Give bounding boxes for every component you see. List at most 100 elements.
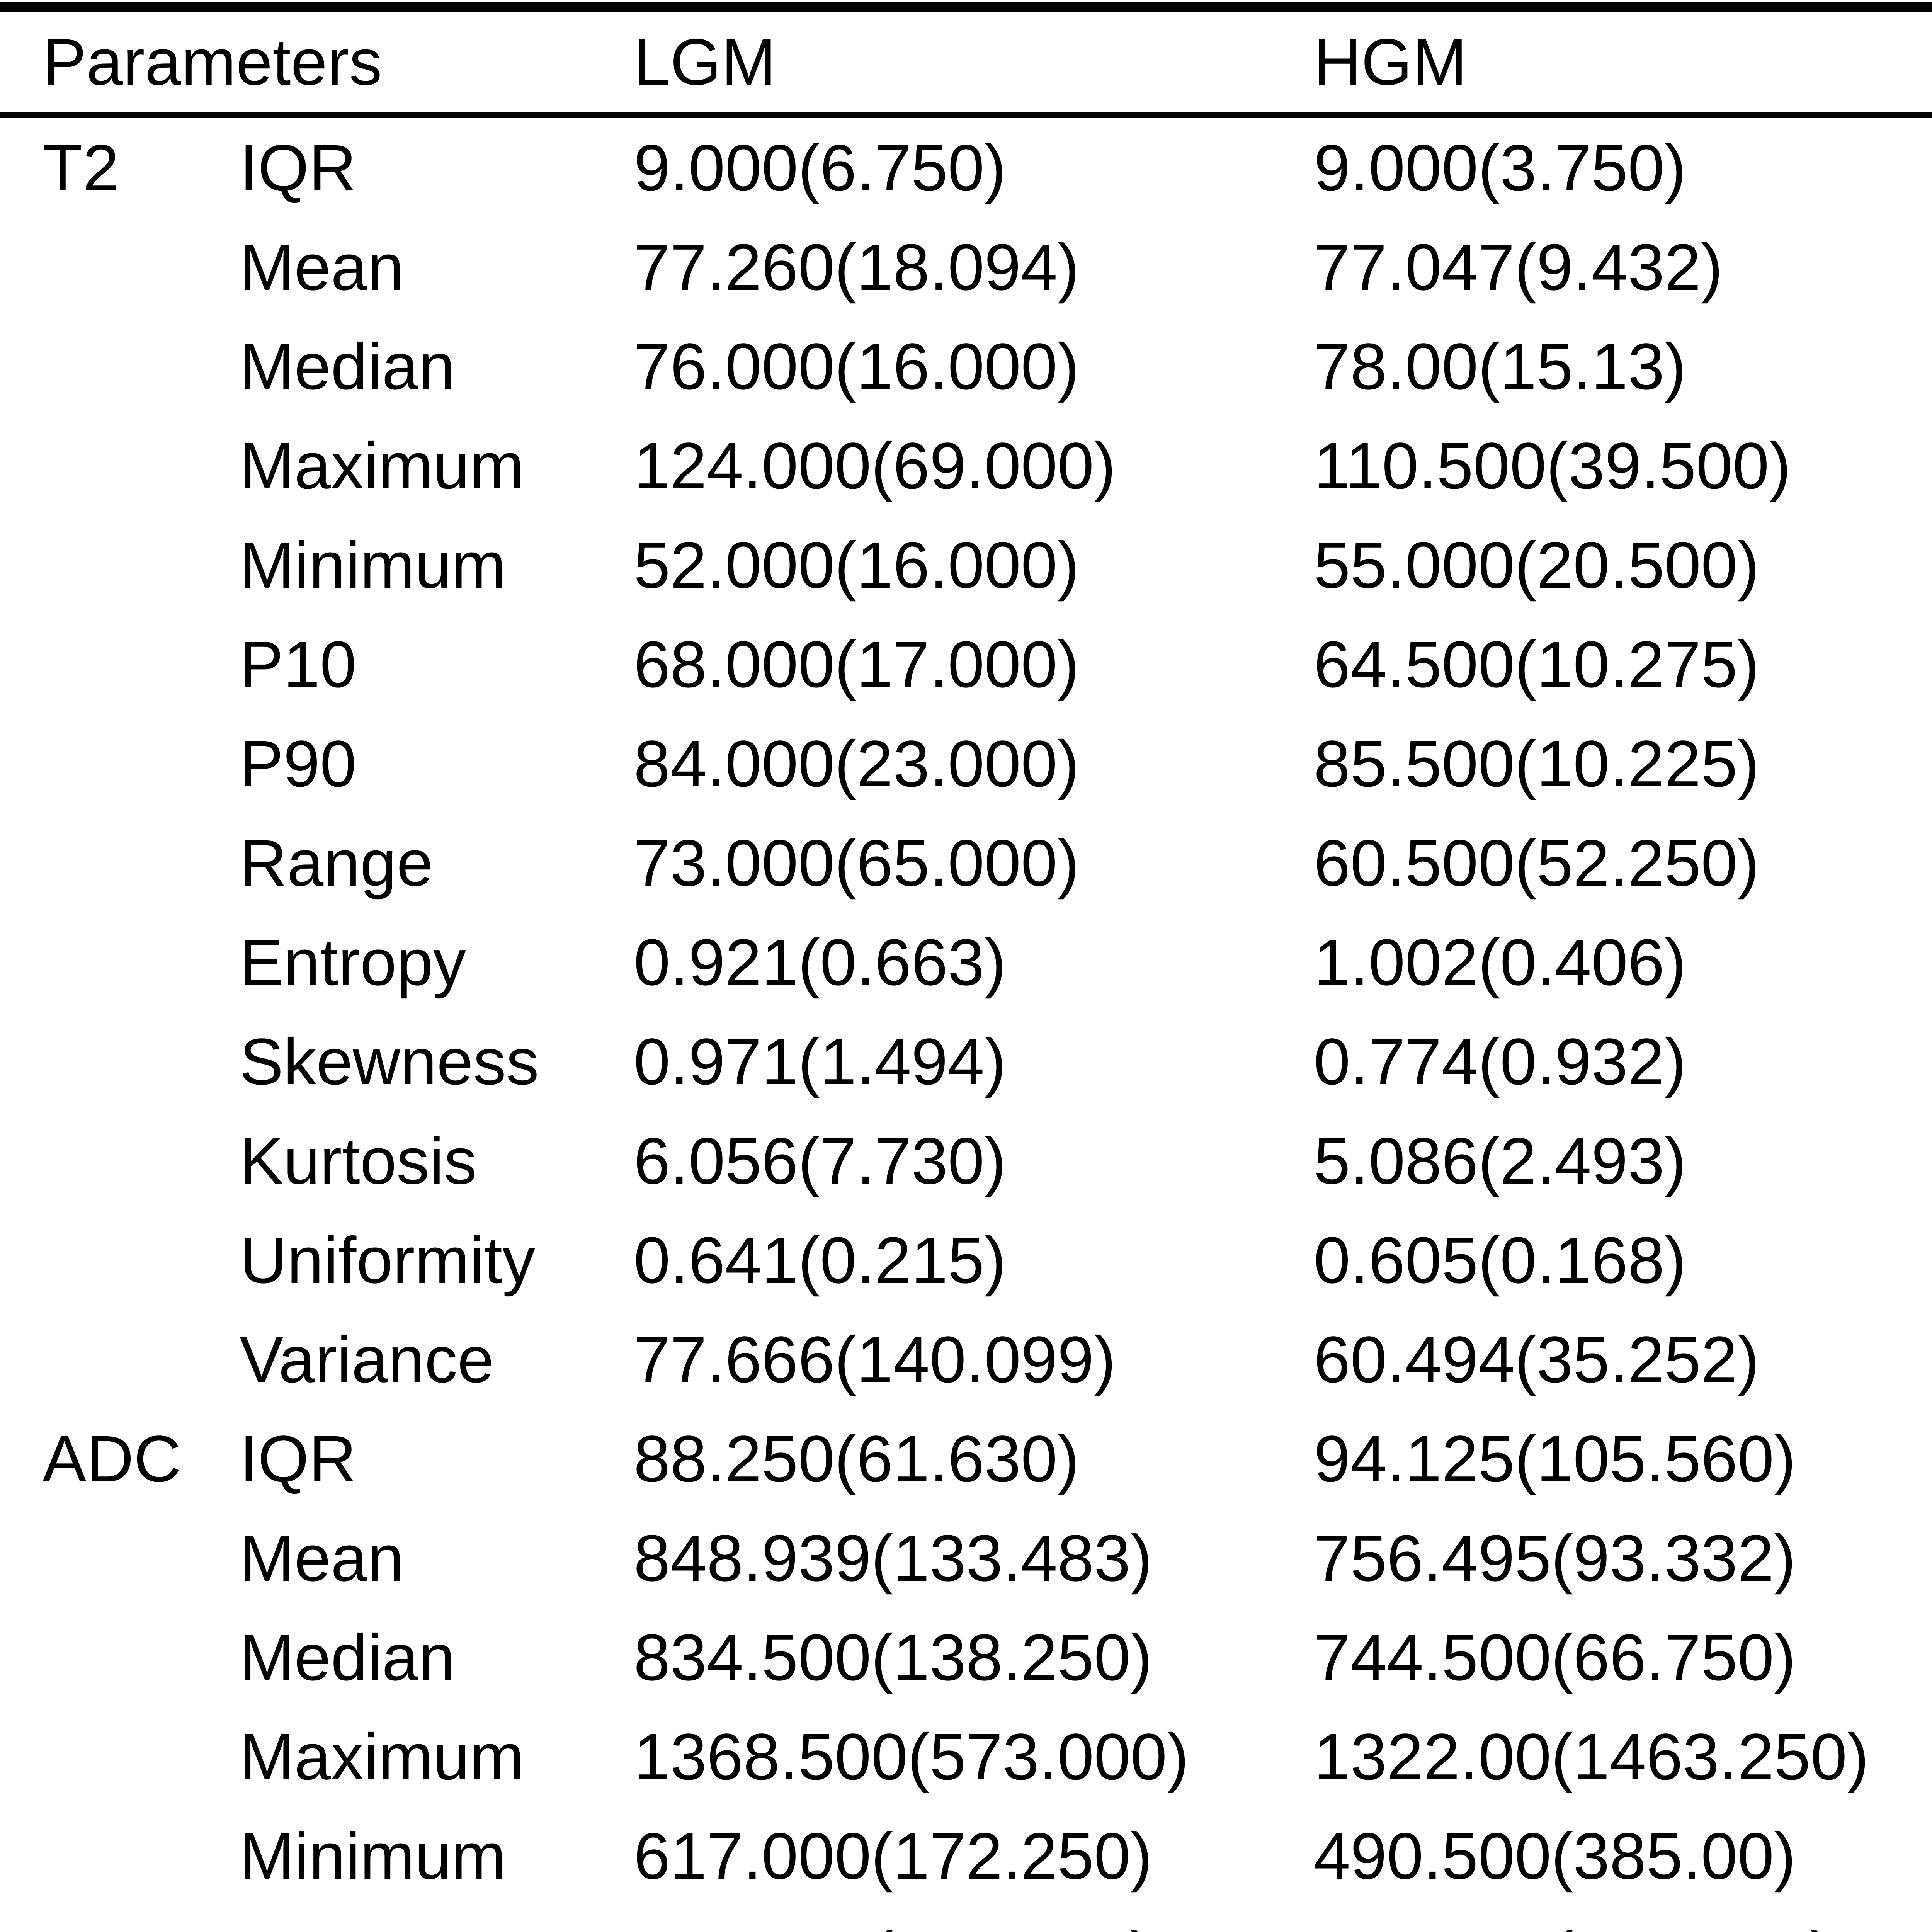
- param-cell: Maximum: [240, 1720, 524, 1794]
- group-cell: [0, 1509, 240, 1608]
- group-cell: [0, 515, 240, 615]
- hgm-cell: 1322.00(1463.250): [1314, 1720, 1869, 1794]
- hgm-cell: 0.605(0.168): [1314, 1223, 1687, 1297]
- hgm-cell: 77.047(9.432): [1314, 230, 1723, 304]
- lgm-cell: 52.000(16.000): [634, 528, 1080, 602]
- group-cell: [0, 1012, 240, 1111]
- param-cell: Median: [240, 1621, 455, 1694]
- hgm-cell: 85.500(10.225): [1314, 727, 1760, 801]
- col-header-lgm: LGM: [634, 7, 1314, 118]
- hgm-cell: 94.125(105.560): [1314, 1422, 1796, 1496]
- lgm-cell: 848.939(133.483): [634, 1521, 1153, 1595]
- group-cell: [0, 218, 240, 317]
- lgm-cell: 617.000(172.250): [634, 1819, 1153, 1893]
- col-header-hgm: HGM: [1314, 7, 1932, 118]
- table-row: Kurtosis 6.056(7.730) 5.086(2.493) -0.95…: [0, 1111, 1932, 1211]
- lgm-cell: 0.641(0.215): [634, 1223, 1007, 1297]
- param-cell: P90: [240, 727, 357, 801]
- param-cell: Uniformity: [240, 1223, 536, 1297]
- hgm-cell: 744.500(66.750): [1314, 1621, 1796, 1694]
- table-row: ADC IQR 88.250(61.630) 94.125(105.560) -…: [0, 1409, 1932, 1509]
- param-cell: Kurtosis: [240, 1124, 477, 1198]
- table-row: Maximum 1368.500(573.000) 1322.00(1463.2…: [0, 1707, 1932, 1806]
- group-cell: [0, 1608, 240, 1707]
- table-row: P10 775.500(123.980) 633.000(124.250) -3…: [0, 1906, 1932, 1932]
- table-row: P10 68.000(17.000) 64.500(10.275) -0.350…: [0, 615, 1932, 714]
- table-row: Mean 77.260(18.094) 77.047(9.432) -0.102…: [0, 218, 1932, 317]
- col-header-parameters: Parameters: [0, 7, 634, 118]
- hgm-cell: 55.000(20.500): [1314, 528, 1760, 602]
- group-cell: [0, 1806, 240, 1906]
- lgm-cell: 77.260(18.094): [634, 230, 1080, 304]
- header-row: Parameters LGM HGM z/t P value: [0, 7, 1932, 118]
- table-row: Mean 848.939(133.483) 756.495(93.332) -2…: [0, 1509, 1932, 1608]
- param-cell: Median: [240, 330, 455, 403]
- table-row: Minimum 52.000(16.000) 55.000(20.500) -0…: [0, 515, 1932, 615]
- hgm-cell: 490.500(385.00): [1314, 1819, 1796, 1893]
- hgm-cell: 756.495(93.332): [1314, 1521, 1796, 1595]
- table-row: Range 73.000(65.000) 60.500(52.250) -0.8…: [0, 813, 1932, 913]
- hgm-cell: 110.500(39.500): [1314, 429, 1791, 503]
- group-cell: [0, 1310, 240, 1409]
- param-cell: P10: [240, 628, 357, 701]
- lgm-cell: 9.000(6.750): [634, 131, 1007, 205]
- table-row: Median 834.500(138.250) 744.500(66.750) …: [0, 1608, 1932, 1707]
- group-cell: [0, 714, 240, 813]
- lgm-cell: 0.921(0.663): [634, 925, 1007, 999]
- group-cell: T2: [43, 131, 119, 205]
- group-cell: [0, 1211, 240, 1310]
- param-cell: Mean: [240, 1521, 404, 1595]
- group-cell: [0, 416, 240, 515]
- lgm-cell: 0.971(1.494): [634, 1025, 1007, 1099]
- lgm-cell: 76.000(16.000): [634, 330, 1080, 403]
- group-cell: [0, 1906, 240, 1932]
- param-cell: IQR: [240, 1422, 357, 1496]
- lgm-cell: 775.500(123.980): [634, 1906, 1314, 1932]
- group-cell: [0, 615, 240, 714]
- param-cell: Range: [240, 826, 433, 900]
- hgm-cell: 60.500(52.250): [1314, 826, 1760, 900]
- lgm-cell: 84.000(23.000): [634, 727, 1080, 801]
- group-cell: ADC: [43, 1422, 181, 1496]
- group-cell: [0, 317, 240, 416]
- lgm-cell: 77.666(140.099): [634, 1323, 1116, 1396]
- table-row: Skewness 0.971(1.494) 0.774(0.932) -0.88…: [0, 1012, 1932, 1111]
- param-cell: Minimum: [240, 1819, 506, 1893]
- hgm-cell: 5.086(2.493): [1314, 1124, 1687, 1198]
- group-cell: [0, 1707, 240, 1806]
- table-row: T2 IQR 9.000(6.750) 9.000(3.750) -0.932 …: [0, 115, 1932, 218]
- param-cell: Variance: [240, 1323, 494, 1396]
- group-cell: [0, 1111, 240, 1211]
- hgm-cell: 9.000(3.750): [1314, 131, 1687, 205]
- hgm-cell: 1.002(0.406): [1314, 925, 1687, 999]
- param-cell: Minimum: [240, 528, 506, 602]
- param-cell: Skewness: [240, 1025, 539, 1099]
- lgm-cell: 124.000(69.000): [634, 429, 1116, 503]
- hgm-cell: 633.000(124.250): [1314, 1906, 1932, 1932]
- hgm-cell: 0.774(0.932): [1314, 1025, 1687, 1099]
- hgm-cell: 78.00(15.13): [1314, 330, 1687, 403]
- lgm-cell: 834.500(138.250): [634, 1621, 1153, 1694]
- lgm-cell: 73.000(65.000): [634, 826, 1080, 900]
- table-row: P90 84.000(23.000) 85.500(10.225) -0.188…: [0, 714, 1932, 813]
- param-cell: Maximum: [240, 429, 524, 503]
- group-cell: [0, 813, 240, 913]
- hgm-cell: 64.500(10.275): [1314, 628, 1760, 701]
- table-row: Entropy 0.921(0.663) 1.002(0.406) -0.273…: [0, 913, 1932, 1012]
- table-row: Maximum 124.000(69.000) 110.500(39.500) …: [0, 416, 1932, 515]
- table-row: Minimum 617.000(172.250) 490.500(385.00)…: [0, 1806, 1932, 1906]
- hgm-cell: 60.494(35.252): [1314, 1323, 1760, 1396]
- param-cell: Mean: [240, 230, 404, 304]
- param-cell: P10: [240, 1906, 634, 1932]
- param-cell: IQR: [240, 131, 357, 205]
- lgm-cell: 1368.500(573.000): [634, 1720, 1189, 1794]
- lgm-cell: 88.250(61.630): [634, 1422, 1080, 1496]
- lgm-cell: 6.056(7.730): [634, 1124, 1007, 1198]
- param-cell: Entropy: [240, 925, 466, 999]
- table-row: Median 76.000(16.000) 78.00(15.13) -0.05…: [0, 317, 1932, 416]
- group-cell: [0, 913, 240, 1012]
- table-row: Uniformity 0.641(0.215) 0.605(0.168) 0.5…: [0, 1211, 1932, 1310]
- table-row: Variance 77.666(140.099) 60.494(35.252) …: [0, 1310, 1932, 1409]
